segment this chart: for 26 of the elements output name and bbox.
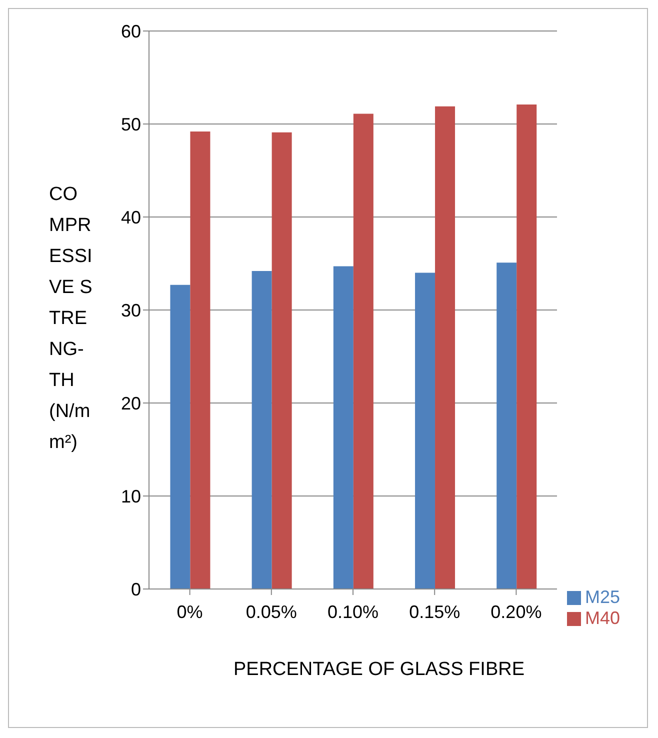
x-tick-label: 0% bbox=[176, 602, 203, 622]
x-tick-label: 0.20% bbox=[490, 602, 542, 622]
x-tick-label: 0.05% bbox=[246, 602, 297, 622]
y-tick-label: 10 bbox=[120, 486, 141, 506]
text: COMPRESSIVE STRENG-TH (N/mm²) bbox=[49, 184, 92, 453]
x-tick-label: 0.10% bbox=[327, 602, 379, 622]
y-tick-label: 50 bbox=[120, 114, 141, 134]
bar bbox=[496, 262, 517, 589]
bar bbox=[415, 272, 436, 589]
legend-label: M25 bbox=[585, 587, 620, 607]
bar bbox=[190, 131, 210, 589]
bar bbox=[170, 284, 190, 589]
y-tick-label: 60 bbox=[120, 21, 141, 42]
y-tick-label: 0 bbox=[130, 579, 141, 600]
bar bbox=[435, 106, 456, 589]
bar bbox=[272, 132, 292, 589]
bar bbox=[333, 266, 354, 589]
x-axis-title: PERCENTAGE OF GLASS FIBRE bbox=[232, 659, 526, 681]
bar bbox=[353, 114, 374, 589]
x-tick-label: 0.15% bbox=[409, 602, 460, 622]
bar bbox=[252, 270, 272, 589]
legend-label: M40 bbox=[585, 608, 620, 628]
bar bbox=[516, 104, 537, 589]
y-tick-label: 40 bbox=[120, 207, 141, 228]
y-tick-label: 30 bbox=[120, 300, 141, 320]
y-tick-label: 20 bbox=[120, 393, 141, 414]
